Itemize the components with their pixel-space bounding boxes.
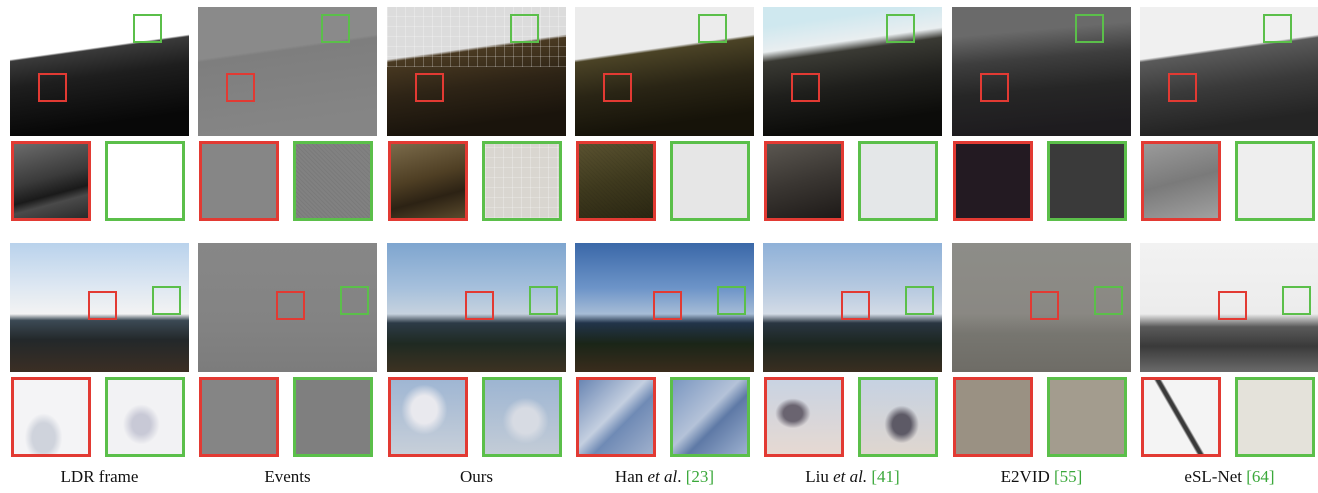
green-region-marker <box>152 286 181 315</box>
column-caption: Liu et al. [41] <box>805 467 900 486</box>
red-zoom-crop <box>1141 141 1221 221</box>
roof-han-image <box>575 7 754 136</box>
column-liu-et-al: Liu et al. [41] <box>763 0 942 493</box>
green-zoom-crop <box>105 141 185 221</box>
roof-eslnet-image <box>1140 7 1318 136</box>
column-caption: LDR frame <box>60 467 139 486</box>
roof-e2vid-image <box>952 7 1131 136</box>
red-region-marker <box>1030 291 1059 320</box>
green-zoom-crop <box>670 377 750 457</box>
sky-e2vid-image <box>952 243 1131 372</box>
red-region-marker <box>226 73 255 102</box>
red-region-marker <box>980 73 1009 102</box>
sky-liu-image <box>763 243 942 372</box>
green-zoom-crop <box>482 141 562 221</box>
red-region-marker <box>841 291 870 320</box>
green-region-marker <box>529 286 558 315</box>
red-zoom-crop <box>388 377 468 457</box>
red-zoom-crop <box>11 141 91 221</box>
red-zoom-crop <box>953 141 1033 221</box>
green-region-marker <box>717 286 746 315</box>
green-zoom-crop <box>293 141 373 221</box>
red-region-marker <box>603 73 632 102</box>
column-caption: Ours <box>459 467 494 486</box>
column-han-et-al: Han et al. [23] <box>575 0 754 493</box>
green-region-marker <box>1094 286 1123 315</box>
red-region-marker <box>415 73 444 102</box>
column-caption: Events <box>264 467 311 486</box>
red-region-marker <box>653 291 682 320</box>
green-zoom-crop <box>1235 141 1315 221</box>
green-zoom-crop <box>1047 141 1127 221</box>
red-region-marker <box>1168 73 1197 102</box>
green-region-marker <box>698 14 727 43</box>
red-region-marker <box>276 291 305 320</box>
sky-events-image <box>198 243 377 372</box>
green-region-marker <box>340 286 369 315</box>
red-zoom-crop <box>1141 377 1221 457</box>
roof-liu-image <box>763 7 942 136</box>
column-e2vid: E2VID [55] <box>952 0 1131 493</box>
red-zoom-crop <box>953 377 1033 457</box>
column-caption: E2VID [55] <box>1000 467 1083 486</box>
green-region-marker <box>510 14 539 43</box>
green-zoom-crop <box>105 377 185 457</box>
red-region-marker <box>88 291 117 320</box>
green-region-marker <box>886 14 915 43</box>
roof-scene-image <box>10 7 189 136</box>
sky-han-image <box>575 243 754 372</box>
red-zoom-crop <box>576 377 656 457</box>
green-zoom-crop <box>1235 377 1315 457</box>
green-zoom-crop <box>670 141 750 221</box>
column-caption: eSL-Net [64] <box>1184 467 1275 486</box>
red-region-marker <box>791 73 820 102</box>
red-region-marker <box>1218 291 1247 320</box>
roof-ours-image <box>387 7 566 136</box>
column-ours: Ours <box>387 0 566 493</box>
green-region-marker <box>1282 286 1311 315</box>
red-zoom-crop <box>388 141 468 221</box>
green-zoom-crop <box>1047 377 1127 457</box>
green-zoom-crop <box>293 377 373 457</box>
red-zoom-crop <box>199 141 279 221</box>
green-zoom-crop <box>858 377 938 457</box>
column-esl-net: eSL-Net [64] <box>1140 0 1318 493</box>
green-region-marker <box>1075 14 1104 43</box>
red-zoom-crop <box>199 377 279 457</box>
column-events: Events <box>198 0 377 493</box>
green-zoom-crop <box>858 141 938 221</box>
red-region-marker <box>38 73 67 102</box>
red-zoom-crop <box>11 377 91 457</box>
red-zoom-crop <box>764 377 844 457</box>
red-region-marker <box>465 291 494 320</box>
sky-scene-image <box>10 243 189 372</box>
green-region-marker <box>1263 14 1292 43</box>
red-zoom-crop <box>764 141 844 221</box>
column-caption: Han et al. [23] <box>614 467 715 486</box>
green-region-marker <box>905 286 934 315</box>
green-region-marker <box>321 14 350 43</box>
green-zoom-crop <box>482 377 562 457</box>
roof-events-image <box>198 7 377 136</box>
sky-ours-image <box>387 243 566 372</box>
green-region-marker <box>133 14 162 43</box>
column-ldr-frame: LDR frame <box>10 0 189 493</box>
sky-eslnet-image <box>1140 243 1318 372</box>
red-zoom-crop <box>576 141 656 221</box>
